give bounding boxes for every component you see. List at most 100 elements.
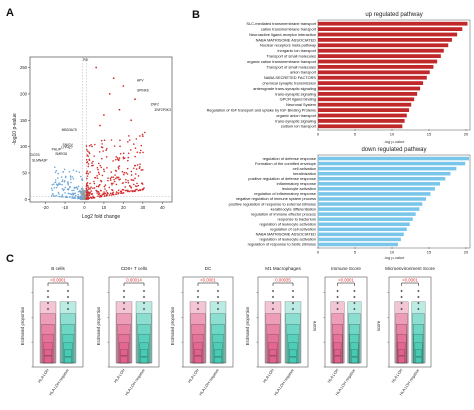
boxen-title: Microenvironment Score bbox=[385, 266, 435, 271]
volcano-point bbox=[89, 196, 92, 199]
volcano-x-ticks: -20 -10 0 10 20 30 40 bbox=[43, 202, 165, 210]
boxen-plot: Microenvironment Score score <0.0001 HLA LO… bbox=[376, 266, 435, 396]
volcano-point bbox=[86, 172, 88, 174]
boxen-y-label: Estimated proportion bbox=[96, 306, 101, 345]
volcano-point bbox=[107, 177, 109, 179]
boxen-x-category: HLA LOH bbox=[391, 368, 404, 384]
volcano-point bbox=[55, 194, 58, 197]
volcano-point bbox=[126, 189, 129, 192]
volcano-point bbox=[105, 194, 108, 197]
volcano-point bbox=[91, 164, 93, 167]
significance-bracket bbox=[197, 282, 219, 286]
volcano-point bbox=[54, 195, 56, 197]
volcano-point bbox=[130, 190, 132, 192]
volcano-point bbox=[108, 186, 111, 189]
volcano-point bbox=[127, 152, 130, 155]
volcano-y-tick: 250 bbox=[20, 65, 28, 70]
volcano-point bbox=[103, 168, 105, 171]
boxen-outlier bbox=[122, 301, 126, 305]
boxen-x-category: HLA LOH bbox=[327, 368, 340, 384]
volcano-point bbox=[92, 164, 94, 167]
volcano-point bbox=[104, 184, 107, 186]
boxen-p-value: <0.0001 bbox=[402, 278, 418, 283]
volcano-point bbox=[88, 194, 91, 197]
down-pathway-bar bbox=[318, 222, 410, 227]
boxen-p-value: <0.0001 bbox=[50, 278, 66, 283]
volcano-point bbox=[117, 193, 119, 195]
volcano-point bbox=[75, 170, 78, 172]
volcano-point bbox=[137, 189, 140, 192]
boxen-y-label: score bbox=[376, 320, 381, 331]
volcano-point bbox=[64, 175, 67, 178]
down-pathway-frame bbox=[317, 154, 471, 249]
volcano-point bbox=[139, 149, 142, 152]
volcano-point bbox=[57, 177, 59, 179]
volcano-point bbox=[105, 190, 108, 192]
volcano-point bbox=[126, 173, 129, 175]
boxen-outlier bbox=[196, 301, 200, 305]
volcano-point bbox=[53, 186, 56, 189]
volcano-point bbox=[70, 178, 72, 181]
volcano-point bbox=[112, 160, 114, 162]
up-pathway-bar bbox=[318, 81, 424, 85]
volcano-point bbox=[69, 193, 72, 195]
volcano-point bbox=[93, 182, 96, 185]
up-pathway-title: up regulated pathway bbox=[365, 12, 422, 18]
volcano-point bbox=[69, 195, 71, 198]
boxen-x-category: HLA LOH bbox=[187, 368, 200, 384]
boxen-plot: DC Estimated proportion <0.0001 HLA LOHHLA … bbox=[170, 266, 234, 396]
volcano-point bbox=[103, 114, 105, 116]
volcano-point bbox=[63, 168, 66, 171]
volcano-point bbox=[143, 131, 146, 134]
volcano-y-tick: 100 bbox=[20, 144, 28, 149]
volcano-point bbox=[120, 191, 122, 193]
volcano-point bbox=[57, 184, 59, 186]
volcano-point bbox=[114, 169, 117, 172]
boxen-title: DC bbox=[205, 266, 212, 271]
boxen-plot: B cells Estimated proportion <0.0001 HLA LO… bbox=[20, 266, 84, 396]
volcano-point bbox=[95, 66, 98, 69]
boxen-outlier bbox=[122, 295, 126, 299]
volcano-point bbox=[86, 191, 88, 194]
volcano-gene-label: PIK bbox=[83, 58, 89, 62]
up-pathway-bar bbox=[318, 124, 403, 129]
volcano-points bbox=[30, 57, 172, 202]
volcano-point bbox=[51, 183, 54, 186]
volcano-point bbox=[126, 190, 129, 193]
boxen-x-category: HLA LOH negative bbox=[125, 368, 146, 396]
volcano-point bbox=[97, 195, 99, 198]
volcano-gene-label: SLMNA3P bbox=[32, 158, 48, 162]
volcano-point bbox=[135, 189, 137, 191]
volcano-point bbox=[128, 139, 131, 141]
up-pathway-frame bbox=[317, 19, 471, 131]
volcano-point bbox=[121, 192, 124, 194]
volcano-point bbox=[122, 182, 124, 184]
boxen-outlier bbox=[122, 289, 126, 293]
volcano-point bbox=[65, 196, 68, 199]
boxen-outlier bbox=[291, 289, 295, 293]
volcano-point bbox=[101, 143, 103, 145]
up-pathway-term: SLC-mediated transmembrane transport bbox=[246, 21, 317, 26]
volcano-point bbox=[87, 186, 90, 189]
up-pathway-bar bbox=[318, 92, 418, 96]
volcano-point bbox=[103, 185, 106, 188]
up-pathway-bar bbox=[318, 48, 444, 53]
volcano-point bbox=[85, 187, 88, 190]
volcano-point bbox=[61, 183, 63, 186]
up-pathway-chart: up regulated pathway SLC-mediated transm… bbox=[207, 12, 471, 144]
boxen-y-label: Estimated proportion bbox=[170, 306, 175, 345]
volcano-y-tick: 200 bbox=[20, 91, 28, 96]
up-pathway-terms: SLC-mediated transmembrane transportcati… bbox=[207, 21, 317, 129]
volcano-point bbox=[131, 190, 134, 192]
boxen-outlier bbox=[271, 301, 275, 305]
volcano-point bbox=[52, 183, 55, 185]
boxen-outlier bbox=[271, 307, 275, 311]
volcano-point bbox=[96, 190, 99, 193]
volcano-point bbox=[115, 193, 117, 196]
volcano-point bbox=[69, 176, 72, 178]
boxen-outlier bbox=[291, 301, 295, 305]
down-pathway-bar bbox=[318, 197, 427, 201]
up-pathway-term: Transport of small molecules bbox=[266, 64, 316, 69]
volcano-point bbox=[88, 151, 90, 154]
up-pathway-tick: 15 bbox=[427, 132, 432, 137]
